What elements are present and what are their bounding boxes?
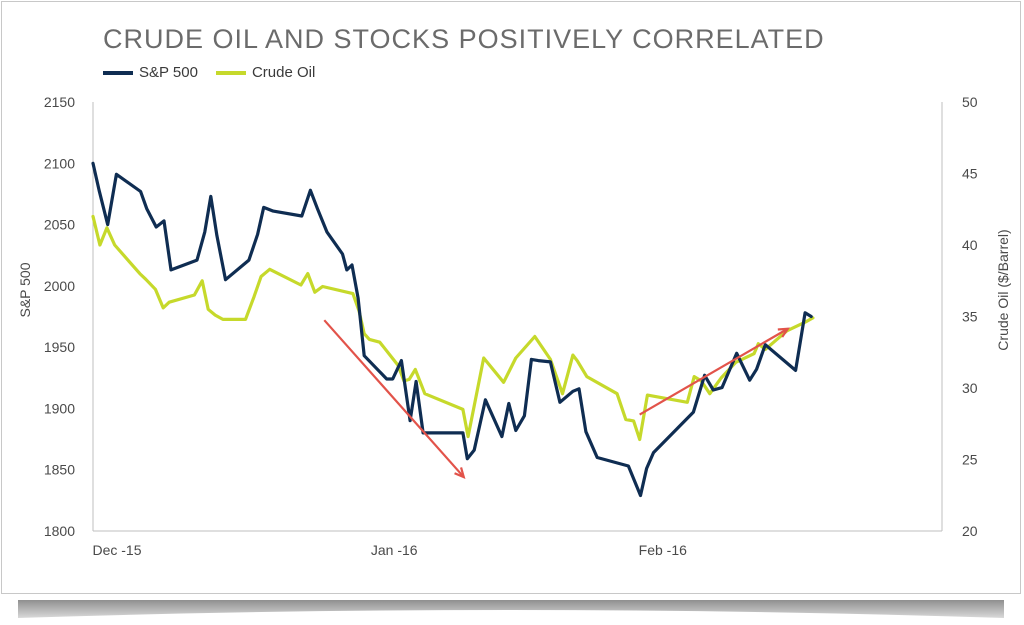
legend-swatch-sp500	[103, 70, 133, 75]
left-tick-label: 2100	[44, 155, 75, 171]
left-tick-label: 1950	[44, 339, 75, 355]
legend-item-crude-oil: Crude Oil	[215, 64, 316, 81]
chart-frame	[1, 1, 1021, 594]
crude-oil-line	[91, 214, 815, 442]
left-tick-label: 1900	[44, 400, 75, 416]
left-axis-title: S&P 500	[17, 262, 33, 317]
right-tick-label: 20	[962, 523, 978, 539]
legend-label-sp500: S&P 500	[139, 64, 198, 81]
right-tick-label: 25	[962, 452, 978, 468]
left-tick-label: 2050	[44, 217, 75, 233]
legend-label-crude-oil: Crude Oil	[251, 64, 316, 81]
left-tick-label: 1800	[44, 523, 75, 539]
legend-swatch-crude-oil	[215, 70, 246, 75]
right-tick-label: 45	[962, 166, 978, 182]
rise-arrow	[639, 327, 790, 416]
bottom-shadow-decoration	[18, 600, 1004, 618]
left-tick-label: 1850	[44, 462, 75, 478]
chart-title: CRUDE OIL AND STOCKS POSITIVELY CORRELAT…	[103, 24, 825, 54]
left-tick-label: 2000	[44, 278, 75, 294]
x-tick-label: Dec -15	[92, 542, 141, 558]
legend: S&P 500 Crude Oil	[103, 64, 333, 81]
sp500-line	[91, 161, 813, 498]
right-tick-label: 30	[962, 380, 978, 396]
left-tick-label: 2150	[44, 94, 75, 110]
decline-arrow	[323, 319, 466, 479]
right-tick-label: 35	[962, 309, 978, 325]
x-tick-label: Feb -16	[639, 542, 687, 558]
right-tick-label: 40	[962, 237, 978, 253]
x-tick-label: Jan -16	[371, 542, 418, 558]
right-tick-label: 50	[962, 94, 978, 110]
legend-item-sp500: S&P 500	[103, 64, 198, 81]
right-axis-title: Crude Oil ($/Barrel)	[995, 229, 1011, 350]
